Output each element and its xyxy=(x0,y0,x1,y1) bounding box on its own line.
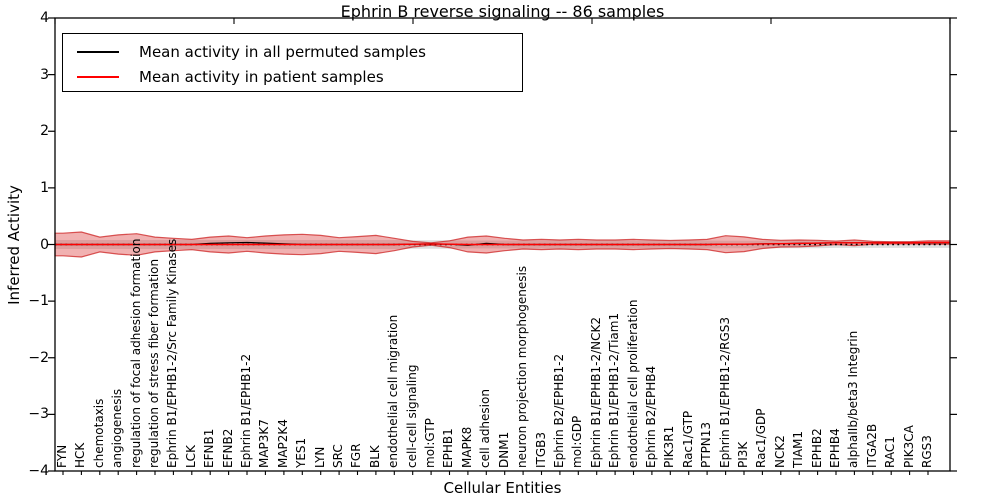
x-category-label: PI3K xyxy=(735,441,750,468)
x-category-label: DNM1 xyxy=(496,431,511,468)
x-category-label: Rac1/GDP xyxy=(754,408,769,468)
x-category-label: endothelial cell proliferation xyxy=(625,299,640,468)
chart-title: Ephrin B reverse signaling -- 86 samples xyxy=(340,2,665,21)
x-category-label: Ephrin B1/EPHB1-2/Tiam1 xyxy=(607,312,622,468)
x-category-label: HCK xyxy=(73,442,88,468)
x-category-label: Ephrin B2/EPHB1-2 xyxy=(551,353,566,468)
x-category-label: Ephrin B1/EPHB1-2/Src Family Kinases xyxy=(165,238,180,468)
legend-item-patient: Mean activity in patient samples xyxy=(77,64,522,89)
y-tick-label: −2 xyxy=(28,349,49,366)
x-category-label: EPHB4 xyxy=(827,428,842,468)
x-category-label: PIK3CA xyxy=(901,425,916,468)
x-category-label: neuron projection morphogenesis xyxy=(515,265,530,468)
patient-line-swatch xyxy=(77,75,119,78)
x-category-label: alphaIIb/beta3 Integrin xyxy=(846,330,861,468)
x-category-label: regulation of stress fiber formation xyxy=(147,258,162,468)
y-tick-label: 0 xyxy=(40,236,49,253)
y-tick-label: 3 xyxy=(40,66,49,83)
x-category-label: YES1 xyxy=(294,437,309,468)
legend-label-patient: Mean activity in patient samples xyxy=(139,67,384,86)
x-category-label: RAC1 xyxy=(883,436,898,468)
x-category-label: EFNB2 xyxy=(220,428,235,468)
y-tick-label: 4 xyxy=(40,10,49,26)
x-category-label: Ephrin B2/EPHB4 xyxy=(643,365,658,468)
y-tick-label: −3 xyxy=(28,406,49,423)
x-category-label: LCK xyxy=(183,445,198,468)
x-category-label: RGS3 xyxy=(920,435,934,468)
x-category-label: endothelial cell migration xyxy=(386,314,401,468)
y-tick-label: 1 xyxy=(40,179,49,196)
x-category-label: cell adhesion xyxy=(478,389,493,468)
x-category-label: PTPN13 xyxy=(699,421,714,468)
x-category-label: mol:GTP xyxy=(423,418,438,468)
legend: Mean activity in all permuted samples Me… xyxy=(62,33,523,92)
x-category-label: FYN xyxy=(55,444,69,468)
x-category-label: angiogenesis xyxy=(110,388,125,468)
x-category-label: FGR xyxy=(349,443,364,468)
x-category-label: Rac1/GTP xyxy=(680,410,695,468)
x-category-label: ITGB3 xyxy=(533,431,548,468)
x-category-label: PIK3R1 xyxy=(662,425,677,468)
x-category-label: Ephrin B1/EPHB1-2 xyxy=(239,353,254,468)
x-category-label: BLK xyxy=(367,445,382,468)
permuted-line-swatch xyxy=(77,50,119,53)
x-category-label: MAP2K4 xyxy=(275,419,290,468)
x-category-label: SRC xyxy=(331,444,346,468)
x-category-label: ITGA2B xyxy=(864,423,879,468)
x-category-label: chemotaxis xyxy=(91,398,106,468)
x-category-label: regulation of focal adhesion formation xyxy=(128,238,143,468)
x-category-label: EPHB1 xyxy=(441,428,456,468)
x-category-label: cell-cell signaling xyxy=(404,364,419,469)
x-category-label: EPHB2 xyxy=(809,428,824,468)
x-category-label: NCK2 xyxy=(772,435,787,468)
x-axis-label: Cellular Entities xyxy=(443,479,562,497)
y-tick-label: −1 xyxy=(28,293,49,310)
x-category-label: TIAM1 xyxy=(791,430,806,468)
x-category-label: Ephrin B1/EPHB1-2/NCK2 xyxy=(588,317,603,468)
legend-label-permuted: Mean activity in all permuted samples xyxy=(139,42,426,61)
y-tick-label: −4 xyxy=(28,463,49,479)
legend-item-permuted: Mean activity in all permuted samples xyxy=(77,39,522,64)
x-category-label: EFNB1 xyxy=(202,428,217,468)
x-category-label: MAPK8 xyxy=(459,426,474,468)
y-tick-label: 2 xyxy=(40,123,49,140)
x-category-label: Ephrin B1/EPHB1-2/RGS3 xyxy=(717,316,732,468)
x-category-label: MAP3K7 xyxy=(257,419,272,468)
x-category-label: mol:GDP xyxy=(570,415,585,468)
x-category-label: LYN xyxy=(312,446,327,468)
